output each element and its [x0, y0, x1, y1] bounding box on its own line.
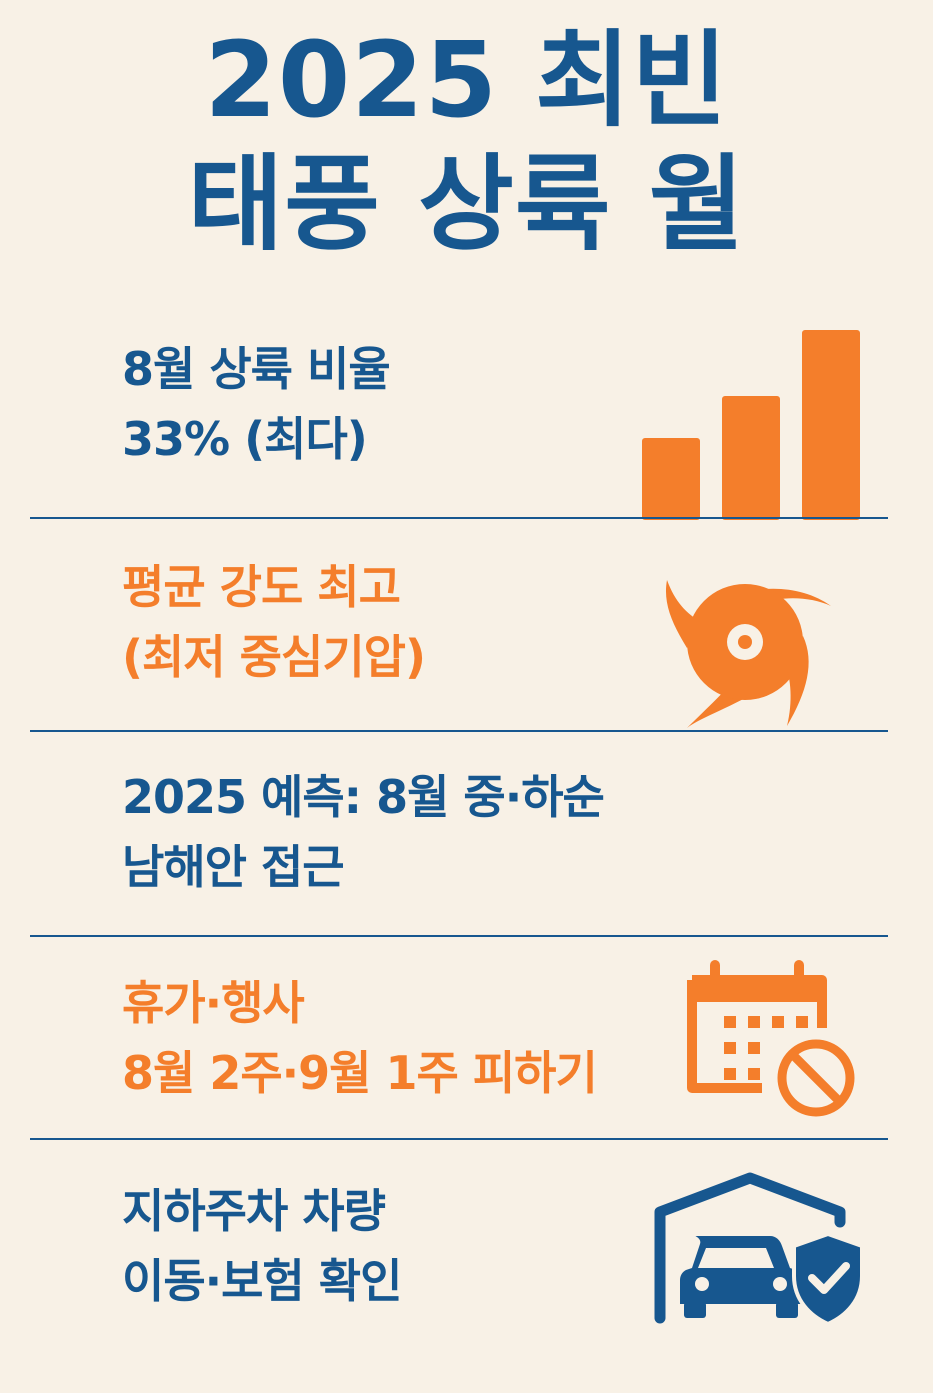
calendar-no-icon — [687, 960, 855, 1117]
bar-large — [802, 330, 860, 520]
section-text: 평균 강도 최고 (최저 중심기압) — [122, 552, 426, 692]
section-line-1: 휴가·행사 — [122, 976, 305, 1030]
section-line-2: (최저 중심기압) — [122, 630, 426, 684]
bar-chart-icon — [642, 330, 860, 520]
garage-car-shield-icon — [654, 1172, 864, 1327]
section-text: 2025 예측: 8월 중·하순 남해안 접근 — [122, 762, 605, 902]
section-forecast: 2025 예측: 8월 중·하순 남해안 접근 — [30, 762, 888, 912]
divider-4 — [30, 1138, 888, 1140]
section-line-1: 지하주차 차량 — [122, 1184, 386, 1238]
section-text: 8월 상륙 비율 33% (최다) — [122, 334, 391, 474]
title-line-1: 2025 최빈 — [204, 19, 729, 141]
shield-check-icon — [792, 1231, 864, 1327]
divider-1 — [30, 517, 888, 519]
section-text: 지하주차 차량 이동·보험 확인 — [122, 1176, 402, 1316]
section-line-1: 평균 강도 최고 — [122, 560, 401, 614]
section-line-2: 8월 2주·9월 1주 피하기 — [122, 1046, 598, 1100]
bar-small — [642, 438, 700, 520]
section-avoid-dates: 휴가·행사 8월 2주·9월 1주 피하기 — [30, 958, 888, 1138]
section-line-2: 남해안 접근 — [122, 840, 345, 894]
bar-medium — [722, 396, 780, 520]
section-intensity: 평균 강도 최고 (최저 중심기압) — [30, 548, 888, 728]
section-line-1: 8월 상륙 비율 — [122, 342, 391, 396]
section-parking: 지하주차 차량 이동·보험 확인 — [30, 1168, 888, 1338]
section-line-2: 33% (최다) — [122, 412, 368, 466]
page-title: 2025 최빈 태풍 상륙 월 — [0, 18, 933, 266]
divider-2 — [30, 730, 888, 732]
typhoon-icon — [665, 580, 831, 728]
divider-3 — [30, 935, 888, 937]
section-line-1: 2025 예측: 8월 중·하순 — [122, 770, 605, 824]
title-line-2: 태풍 상륙 월 — [187, 143, 746, 265]
section-line-2: 이동·보험 확인 — [122, 1254, 402, 1308]
car-icon — [680, 1236, 802, 1318]
section-text: 휴가·행사 8월 2주·9월 1주 피하기 — [122, 968, 598, 1108]
section-landing-ratio: 8월 상륙 비율 33% (최다) — [30, 330, 888, 520]
